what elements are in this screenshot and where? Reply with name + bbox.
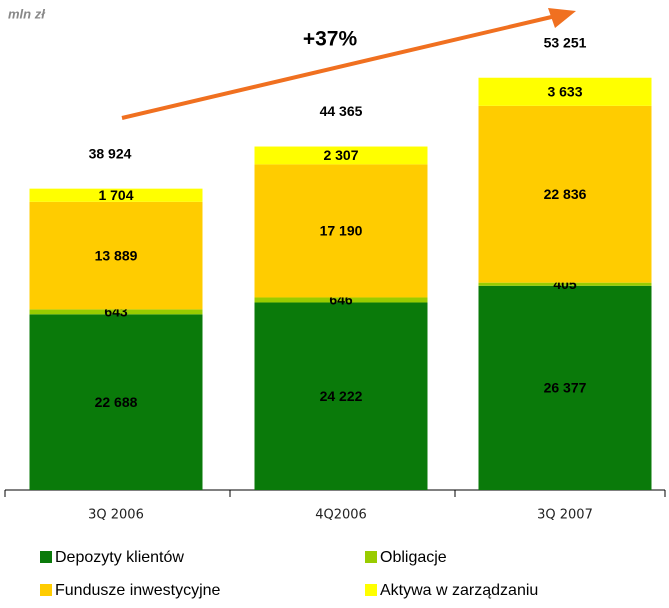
x-tick-label: 4Q2006 xyxy=(315,508,367,523)
bar-segment xyxy=(478,105,652,283)
x-tick-label: 3Q 2007 xyxy=(537,508,593,523)
x-ticks xyxy=(4,490,666,497)
value-label: 1 704 xyxy=(98,187,133,203)
bar-segment xyxy=(29,201,203,310)
total-label: 53 251 xyxy=(544,34,587,50)
bar-segment xyxy=(254,164,428,298)
trend-arrow xyxy=(121,13,561,120)
legend-swatch xyxy=(365,551,377,563)
bar-segment xyxy=(254,146,428,165)
bar-segment xyxy=(254,302,428,490)
bar-segment xyxy=(478,282,652,286)
bar-segment xyxy=(478,77,652,106)
annotation: +37% xyxy=(303,28,358,51)
legend-swatch xyxy=(40,551,52,563)
total-label: 38 924 xyxy=(89,145,132,161)
unit-label: mln zł xyxy=(8,6,46,21)
legend-label: Aktywa w zarządzaniu xyxy=(380,582,538,599)
bar-segment xyxy=(254,297,428,303)
value-label: 13 889 xyxy=(95,247,138,263)
value-label: 3 633 xyxy=(547,84,582,100)
legend-label: Fundusze inwestycyjne xyxy=(55,582,221,599)
bar-segment xyxy=(29,314,203,490)
value-label: 22 836 xyxy=(544,186,587,202)
value-label: 17 190 xyxy=(320,223,363,239)
total-label: 44 365 xyxy=(320,103,363,119)
value-label: 26 377 xyxy=(544,380,587,396)
legend-label: Depozyty klientów xyxy=(55,549,184,566)
legend-label: Obligacje xyxy=(380,549,447,566)
arrow-head xyxy=(548,8,576,28)
bar-segment xyxy=(29,188,203,202)
bar-segment xyxy=(478,285,652,490)
value-label: 2 307 xyxy=(323,147,358,163)
x-tick-label: 3Q 2006 xyxy=(88,508,144,523)
value-label: 22 688 xyxy=(95,394,138,410)
legend-swatch xyxy=(365,584,377,596)
value-label: 24 222 xyxy=(320,388,363,404)
legend-swatch xyxy=(40,584,52,596)
bar-segment xyxy=(29,309,203,315)
